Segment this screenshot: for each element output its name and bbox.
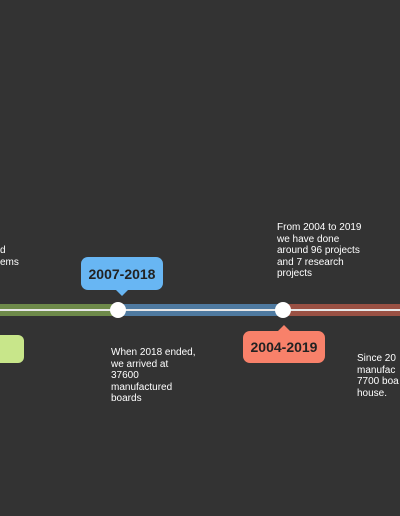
timeline-milestone-dot-2019[interactable] (275, 302, 291, 318)
boards-2018-text: When 2018 ended, we arrived at 37600 man… (111, 347, 196, 404)
timeline-segment-blue (118, 304, 283, 316)
timeline-line (118, 309, 283, 311)
year-badge-2004-2019[interactable]: 2004-2019 (243, 325, 325, 363)
timeline-segment-green (0, 304, 118, 316)
badge-pointer (278, 325, 290, 331)
year-badge-label: 2004-2019 (250, 339, 318, 355)
timeline-line (0, 309, 118, 311)
timeline-line (283, 309, 400, 311)
year-badge-2007-2018[interactable]: 2007-2018 (81, 257, 163, 296)
timeline-segment-red (283, 304, 400, 316)
left-partial-description: d ems (0, 245, 19, 268)
projects-summary-text: From 2004 to 2019 we have done around 96… (277, 222, 362, 279)
year-badge-label: 2007-2018 (88, 265, 156, 282)
badge-pointer (116, 290, 128, 296)
since-partial-text: Since 20 manufac 7700 boa house. (357, 353, 399, 399)
timeline-milestone-dot-2018[interactable] (110, 302, 126, 318)
timeline-badge-green-partial (0, 335, 24, 363)
